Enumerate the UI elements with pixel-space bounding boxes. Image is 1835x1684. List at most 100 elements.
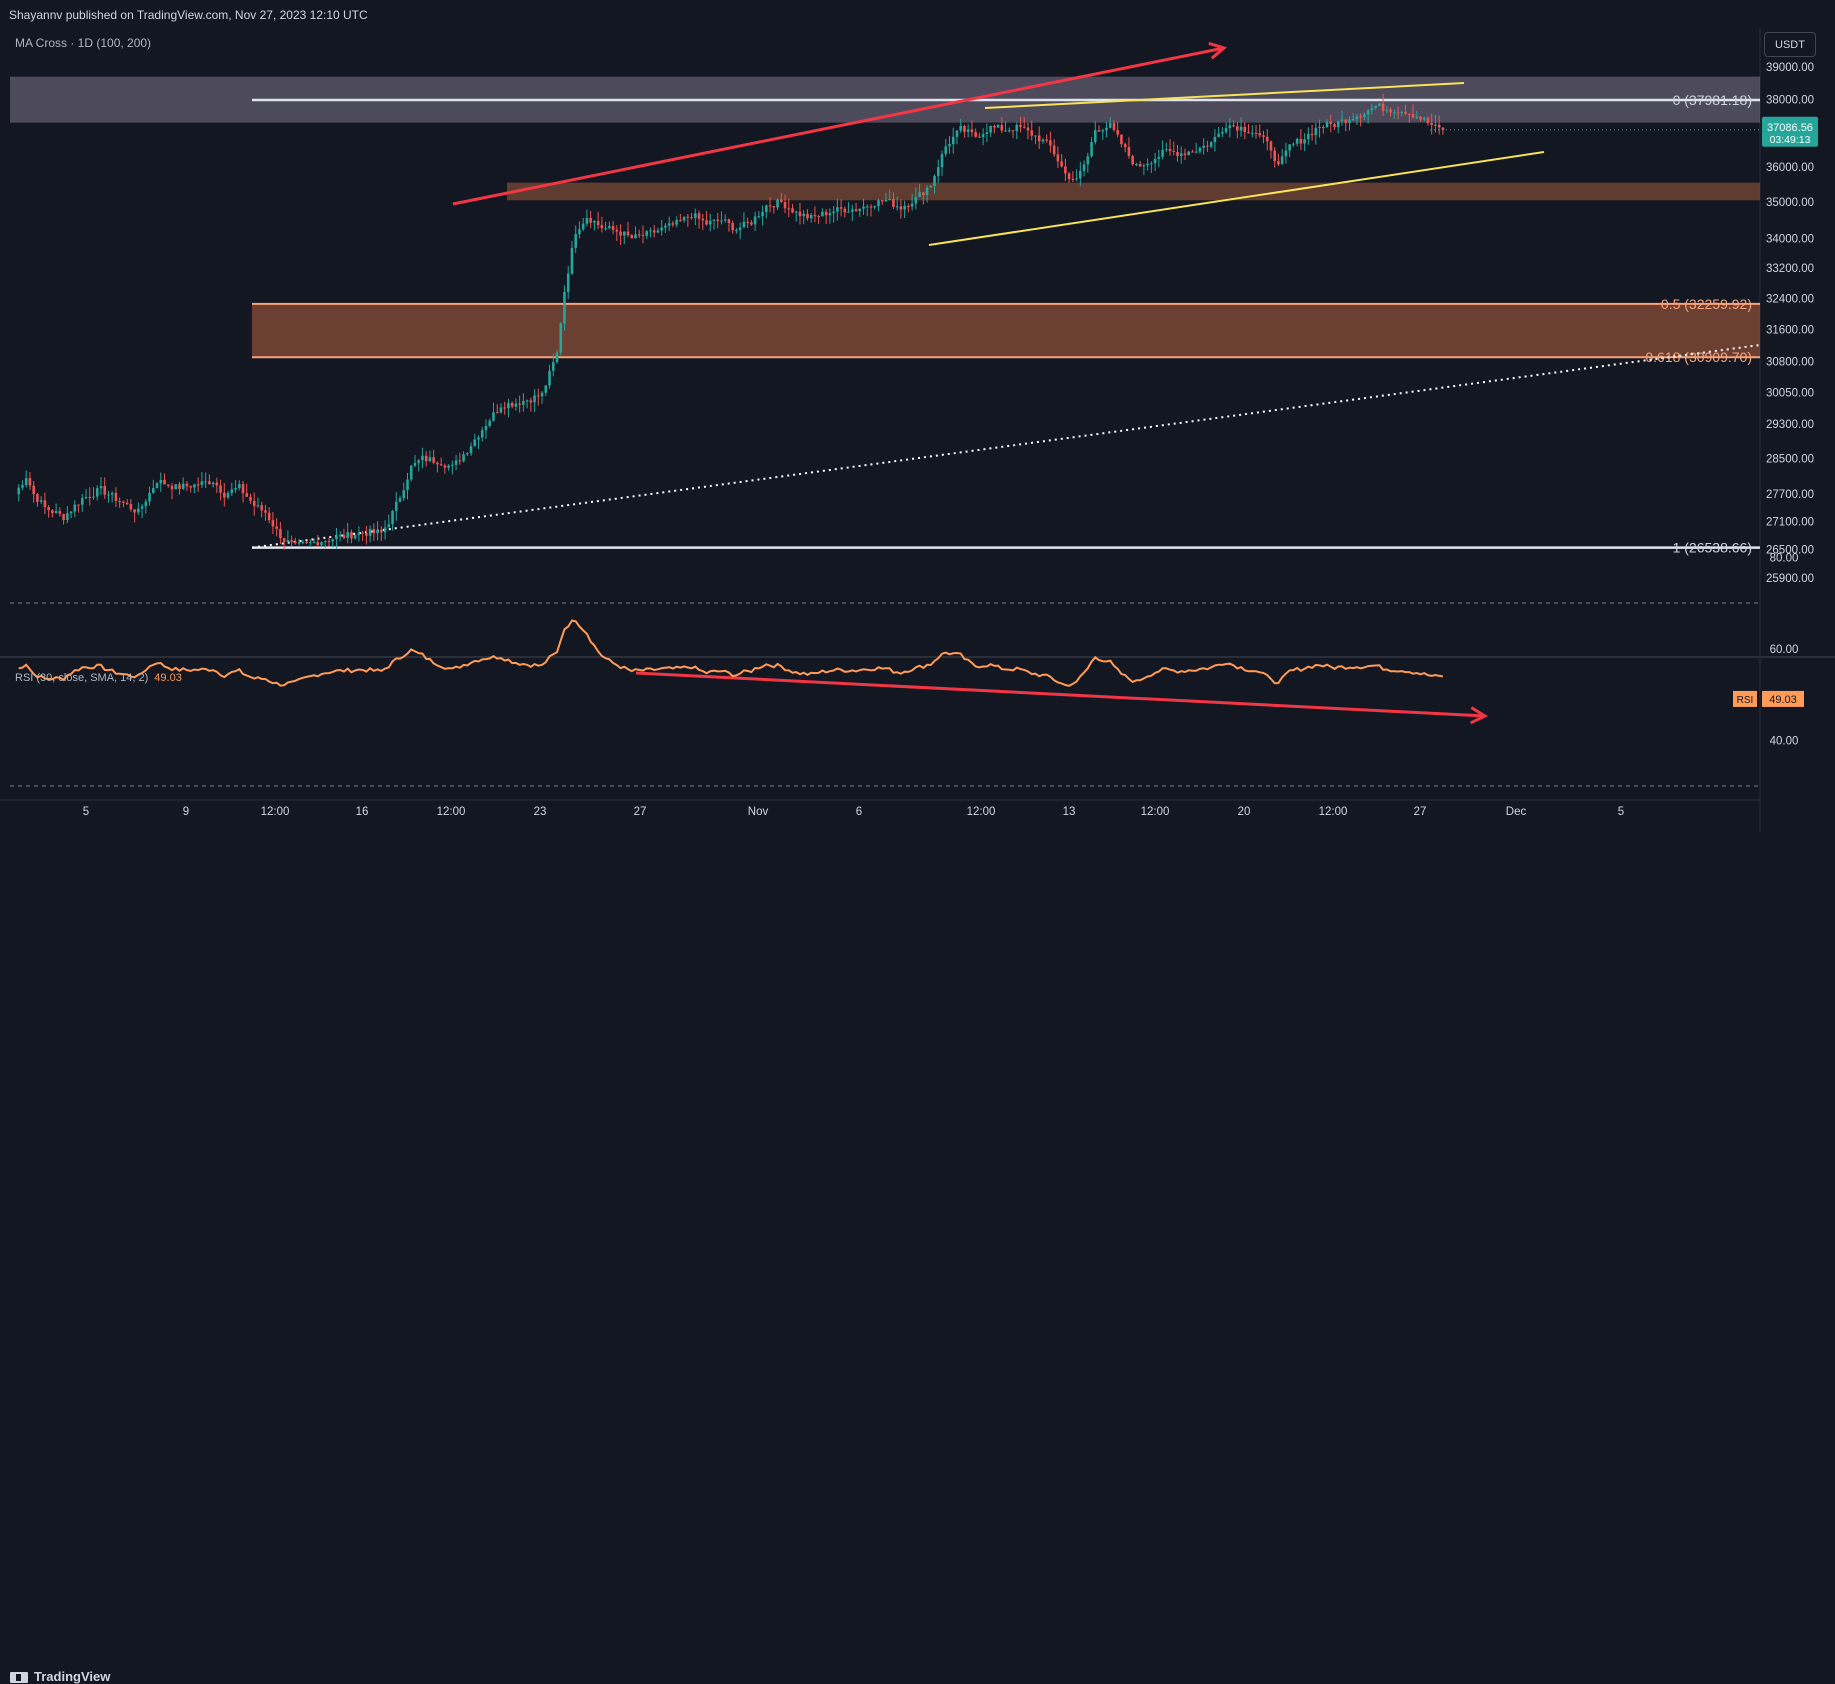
candle-body [402, 490, 406, 499]
rsi-legend-label: RSI (30, close, SMA, 14, 2) [15, 672, 149, 684]
tradingview-logo[interactable]: TradingView [10, 1669, 110, 1684]
candle-body [884, 199, 888, 202]
candle-body [787, 208, 791, 210]
candle-body [365, 533, 368, 536]
candle-body [1206, 145, 1209, 147]
candle-body [989, 125, 992, 133]
candle-body [170, 485, 174, 490]
candle-body [185, 483, 189, 487]
candle-body [1004, 130, 1007, 132]
candle-body [1344, 119, 1348, 123]
candle-body [118, 500, 121, 502]
candle-body [970, 129, 974, 133]
candle-body [465, 453, 469, 455]
candle-body [566, 273, 570, 292]
candle-body [544, 385, 548, 393]
candle-body [996, 125, 1000, 128]
candle-body [252, 500, 256, 506]
candle-body [1064, 166, 1067, 174]
candle-body [1434, 124, 1437, 126]
candle-body [361, 532, 364, 534]
candle-body [776, 199, 779, 208]
candle-body [107, 494, 110, 496]
candle-body [940, 154, 944, 168]
candle-body [226, 493, 230, 498]
candle-body [24, 478, 28, 486]
candle-body [869, 206, 873, 208]
price-chart[interactable]: 0 (37981.18) 0.5 (32259.92) 0.618 (30909.7… [0, 0, 1835, 861]
price-axis-tick: 28500.00 [1766, 454, 1814, 466]
candle-body [817, 216, 820, 218]
current-price-countdown: 03:49:13 [1770, 134, 1811, 146]
candle-body [963, 126, 966, 132]
candle-body [297, 542, 301, 544]
candle-body [391, 510, 394, 525]
candle-body [1385, 109, 1389, 111]
candle-body [114, 492, 118, 501]
rsi-value-tag-text: 49.03 [1769, 694, 1797, 706]
rsi-tag-label-box [1733, 690, 1757, 707]
candle-body [1082, 164, 1086, 171]
candle-body [907, 206, 910, 208]
candle-body [125, 502, 129, 505]
uptrend-arrow [452, 41, 1228, 206]
candle-body [895, 206, 899, 208]
candle-body [619, 231, 622, 236]
candle-body [84, 496, 88, 499]
candle-body [492, 412, 495, 421]
candle-body [17, 487, 21, 495]
candle-body [828, 213, 832, 216]
candle-body [1071, 179, 1075, 181]
candle-body [903, 206, 906, 210]
candle-body [1172, 150, 1176, 152]
time-axis-tick: 23 [534, 806, 547, 818]
candle-body [757, 216, 761, 218]
currency-button[interactable]: USDT [1764, 32, 1816, 57]
candle-body [477, 437, 480, 440]
candle-body [1277, 161, 1280, 165]
time-axis-tick: 5 [1618, 806, 1624, 818]
indicator-label[interactable]: MA Cross · 1D (100, 200) [15, 36, 152, 50]
candle-body [271, 520, 275, 527]
candle-body [166, 484, 170, 486]
candle-body [1183, 153, 1187, 155]
candle-body [574, 234, 577, 248]
candle-body [1011, 130, 1015, 132]
candle-body [608, 226, 611, 228]
candle-body [1187, 151, 1191, 155]
candle-body [985, 132, 989, 135]
candle-body [189, 486, 192, 488]
candle-body [701, 218, 705, 221]
candle-body [152, 488, 155, 493]
candle-body [346, 532, 349, 538]
candle-body [686, 216, 690, 218]
candle-body [260, 505, 264, 511]
current-price-tag [1762, 116, 1818, 147]
candle-body [1075, 178, 1078, 180]
candle-body [376, 530, 379, 534]
candle-body [622, 231, 626, 236]
candle-body [768, 205, 772, 207]
candle-body [836, 207, 839, 212]
candle-body [1213, 137, 1217, 143]
candle-body [394, 501, 398, 511]
candle-body [559, 323, 563, 353]
candle-body [21, 485, 24, 488]
candle-body [1008, 130, 1011, 132]
candle-body [1381, 103, 1385, 111]
candle-body [256, 505, 260, 507]
candle-body [716, 219, 720, 221]
rsi-legend[interactable]: RSI (30, close, SMA, 14, 2) 49.03 [15, 672, 182, 684]
candle-body [443, 465, 447, 468]
candle-body [1112, 122, 1116, 130]
candle-body [1202, 145, 1205, 148]
candle-body [929, 186, 933, 188]
candle-body [1153, 158, 1157, 164]
candle-body [1127, 146, 1131, 156]
candle-body [514, 403, 518, 407]
candle-body [974, 132, 977, 137]
candle-body [746, 221, 749, 223]
candle-body [604, 227, 607, 229]
candle-body [32, 485, 35, 495]
fib-level-label: 0 (37981.18) [1673, 92, 1752, 108]
